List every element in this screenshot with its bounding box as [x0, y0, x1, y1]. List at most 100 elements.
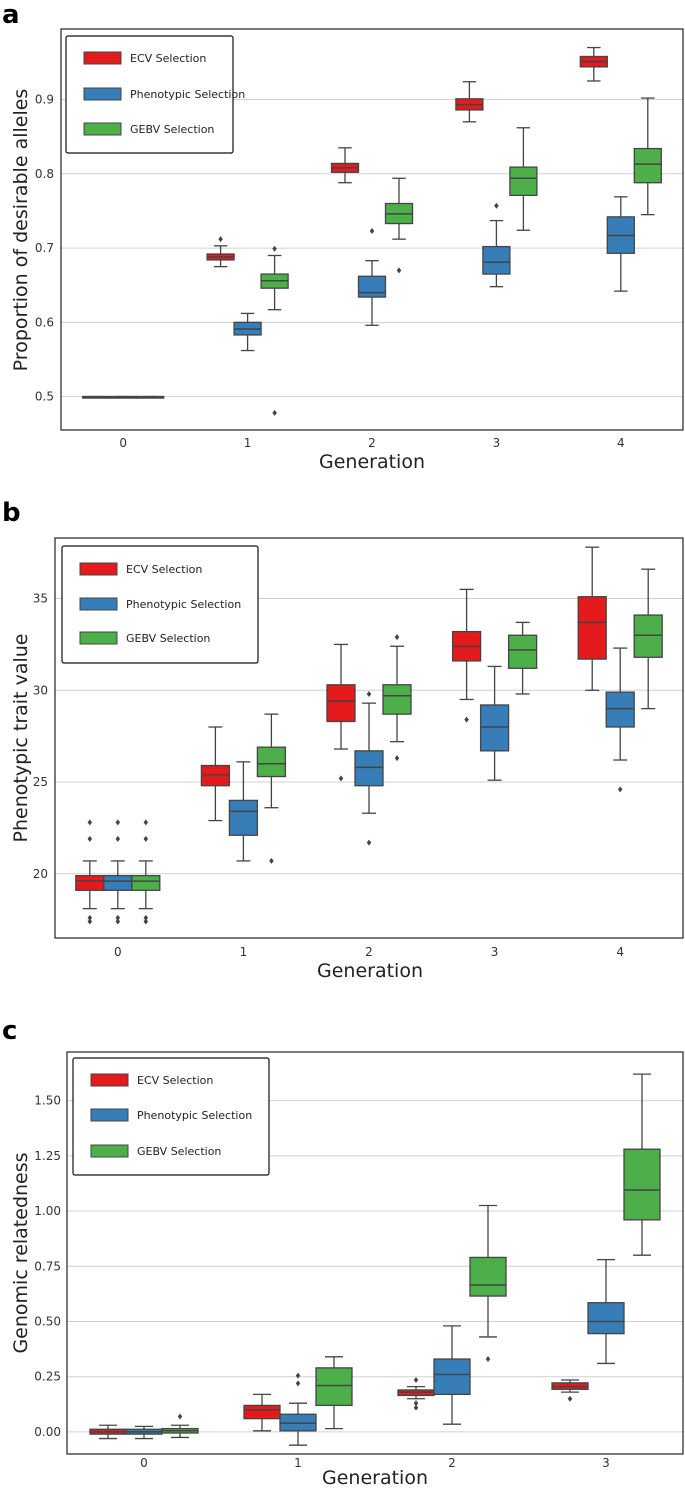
panel-c: c 0.00 0.25 0.50 0.75 1.00 1.25 1.50 0 1 2 3 ECV … — [2, 1016, 684, 1489]
panel-b-box — [200, 726, 231, 822]
outlier-point — [143, 914, 149, 921]
panel-c-y-tick-label: 0.00 — [34, 1425, 61, 1439]
panel-c-box — [433, 1325, 471, 1425]
panel-a-box — [509, 127, 538, 231]
panel-a-y-tick-label: 0.5 — [35, 390, 54, 404]
outlier-point — [394, 755, 400, 762]
panel-b-x-tick-label: 2 — [365, 945, 373, 959]
outlier-point — [464, 716, 469, 723]
panel-c-legend-label: GEBV Selection — [137, 1145, 221, 1158]
panel-b-x-axis-label: Generation — [317, 960, 423, 982]
panel-a-y-tick-label: 0.9 — [35, 93, 54, 107]
box-iqr — [587, 1302, 625, 1335]
outlier-point — [295, 1380, 301, 1387]
panel-a-box — [82, 395, 111, 399]
outlier-point — [177, 1413, 183, 1420]
panel-c-box — [623, 1073, 661, 1256]
panel-a-x-tick-label: 4 — [617, 436, 625, 450]
box-iqr — [482, 245, 511, 275]
box-iqr — [357, 275, 387, 298]
box-iqr — [354, 750, 384, 787]
panel-a-box — [330, 147, 360, 184]
panel-letter-c: c — [2, 1016, 17, 1046]
panel-a-box — [206, 236, 235, 268]
panel-c-box — [89, 1424, 127, 1440]
panel-c-box — [279, 1372, 317, 1446]
panel-c-plot-area — [66, 1051, 684, 1455]
panel-c-legend-label: Phenotypic Selection — [137, 1109, 252, 1122]
panel-c-box — [469, 1204, 507, 1363]
outlier-point — [413, 1404, 419, 1411]
panel-a-x-axis-label: Generation — [319, 451, 425, 473]
panel-a-y-axis-label: Proportion of desirable alleles — [10, 89, 32, 372]
box-iqr — [326, 684, 356, 723]
panel-c-y-ticks: 0.00 0.25 0.50 0.75 1.00 1.25 1.50 — [34, 1094, 61, 1439]
box-iqr — [256, 746, 287, 778]
panel-b-x-tick-label: 4 — [616, 945, 624, 959]
panel-b-box — [256, 713, 287, 864]
panel-a-box — [482, 202, 511, 288]
panel-c-y-tick-label: 1.50 — [34, 1094, 61, 1108]
box-iqr — [507, 634, 538, 669]
panel-a-x-tick-label: 1 — [244, 436, 252, 450]
box-iqr — [479, 704, 510, 752]
panel-letter-b: b — [2, 498, 21, 528]
panel-c-x-ticks: 0 1 2 3 — [140, 1456, 610, 1470]
panel-c-box — [243, 1393, 281, 1432]
panel-c-y-tick-label: 0.50 — [34, 1314, 61, 1328]
panel-b: b 20 25 30 35 0 1 2 3 4 ECV Selection Phenotypic… — [2, 498, 684, 982]
outlier-point — [394, 634, 400, 641]
panel-a-boxes — [82, 46, 662, 416]
outlier-point — [115, 914, 121, 921]
panel-b-x-ticks: 0 1 2 3 4 — [114, 945, 624, 959]
panel-b-box — [633, 568, 663, 710]
box-iqr — [243, 1404, 281, 1420]
panel-c-box — [315, 1356, 353, 1430]
panel-c-x-tick-label: 0 — [140, 1456, 148, 1470]
outlier-point — [413, 1377, 419, 1384]
box-iqr — [433, 1358, 471, 1396]
outlier-point — [485, 1356, 491, 1363]
box-iqr — [200, 764, 231, 787]
box-iqr — [633, 614, 663, 658]
panel-a-x-tick-label: 2 — [368, 436, 376, 450]
panel-b-y-tick-label: 30 — [33, 683, 48, 697]
panel-c-x-tick-label: 1 — [294, 1456, 302, 1470]
panel-b-box — [131, 819, 161, 925]
outlier-point — [87, 835, 93, 842]
panel-c-legend: ECV Selection Phenotypic Selection GEBV Se… — [72, 1057, 270, 1176]
panel-c-box — [587, 1258, 625, 1365]
panel-b-y-tick-label: 20 — [33, 867, 48, 881]
box-iqr — [577, 596, 607, 660]
panel-b-box — [479, 665, 510, 781]
outlier-point — [567, 1395, 573, 1402]
box-iqr — [469, 1256, 507, 1297]
panel-b-box — [326, 643, 356, 782]
panel-a-y-tick-label: 0.6 — [35, 315, 54, 329]
outlier-point — [396, 267, 402, 274]
panel-a-box — [579, 46, 608, 82]
box-iqr — [382, 684, 412, 715]
panel-b-box — [451, 588, 482, 723]
outlier-point — [494, 202, 499, 209]
panel-c-x-tick-label: 3 — [602, 1456, 610, 1470]
panel-a-box — [455, 81, 484, 123]
outlier-point — [366, 690, 372, 697]
box-iqr — [228, 799, 259, 836]
outlier-point — [369, 227, 375, 234]
outlier-point — [269, 857, 274, 864]
panel-a-box — [384, 177, 414, 274]
panel-a-y-tick-label: 0.8 — [35, 167, 54, 181]
panel-b-x-tick-label: 1 — [240, 945, 248, 959]
outlier-point — [143, 819, 149, 826]
panel-b-box — [507, 621, 538, 695]
panel-b-legend-label: Phenotypic Selection — [126, 598, 241, 611]
panel-c-legend-swatch — [90, 1073, 129, 1087]
panel-b-box — [382, 634, 412, 762]
panel-c-x-tick-label: 2 — [448, 1456, 456, 1470]
panel-a-legend: ECV Selection Phenotypic Selection GEBV Se… — [65, 35, 245, 154]
panel-b-box — [228, 761, 259, 862]
panel-c-box — [397, 1377, 435, 1411]
outlier-point — [115, 918, 121, 925]
